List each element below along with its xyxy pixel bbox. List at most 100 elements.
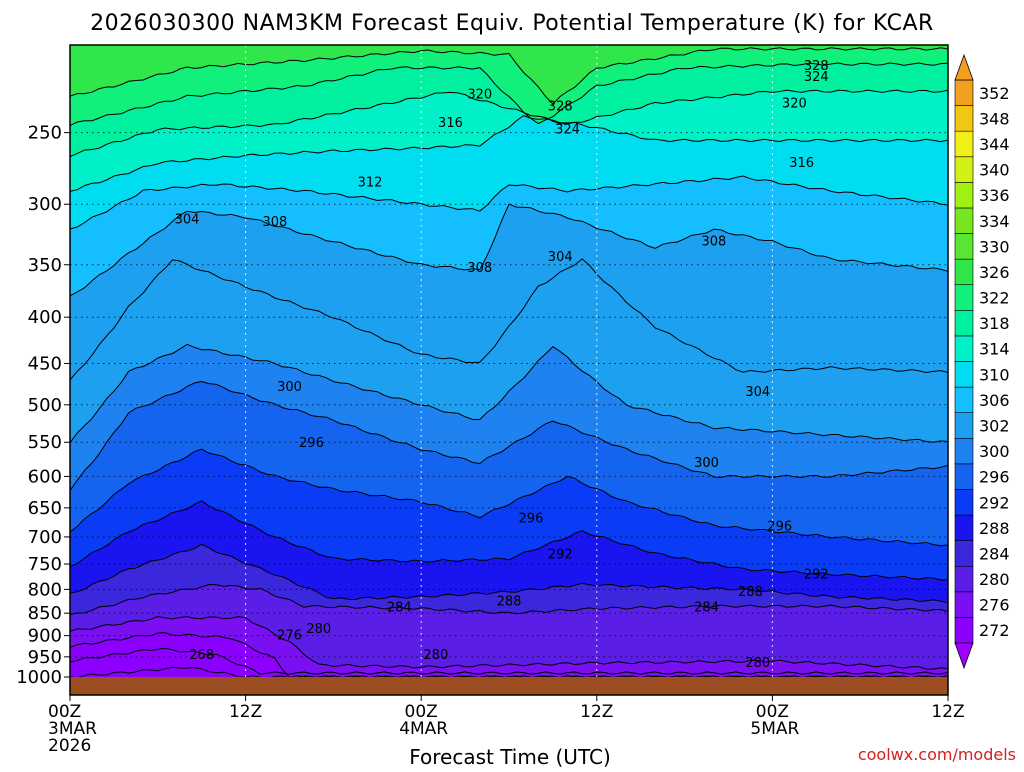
colorbar-swatch <box>954 463 974 490</box>
contour-label: 312 <box>358 176 383 191</box>
colorbar-label: 348 <box>979 109 1010 128</box>
contour-label: 304 <box>548 250 573 265</box>
y-tick-label: 850 <box>28 603 62 624</box>
contour-label: 320 <box>467 88 492 103</box>
contour-label: 308 <box>262 215 287 230</box>
contour-284 <box>70 583 948 616</box>
contour-label: 316 <box>438 116 463 131</box>
colorbar: 272 276 280 284 288 292 296 300 302 306 310 314 318 3… <box>954 53 1010 670</box>
contour-300 <box>70 380 948 491</box>
contour-296 <box>70 448 948 547</box>
contour-labels: 268 276 280 280 280 284 284 288 288 292 292 296 296 2… <box>175 59 829 671</box>
y-tick-label: 600 <box>28 466 62 487</box>
colorbar-label: 334 <box>979 212 1010 231</box>
y-tick-label: 700 <box>28 527 62 548</box>
y-tick-label: 750 <box>28 554 62 575</box>
theta-e-contours <box>70 47 948 677</box>
contour-label: 276 <box>277 629 302 644</box>
y-tick-label: 550 <box>28 432 62 453</box>
contour-288 <box>70 543 948 604</box>
colorbar-swatch <box>954 514 974 541</box>
colorbar-label: 336 <box>979 186 1010 205</box>
contour-label: 324 <box>555 122 580 137</box>
colorbar-swatch <box>954 284 974 311</box>
colorbar-swatch <box>954 310 974 337</box>
colorbar-label: 310 <box>979 365 1010 384</box>
colorbar-label: 344 <box>979 135 1010 154</box>
contour-272 <box>70 647 948 675</box>
x-tick-label: 4MAR <box>399 719 448 739</box>
contour-label: 328 <box>804 59 829 74</box>
colorbar-swatch <box>954 489 974 516</box>
y-tick-label: 1000 <box>16 667 62 688</box>
contour-324 <box>70 62 948 126</box>
colorbar-swatch <box>954 617 974 644</box>
x-axis-label: Forecast Time (UTC) <box>409 745 611 768</box>
contour-308 <box>70 203 948 297</box>
contour-label: 284 <box>387 601 412 616</box>
colorbar-swatch <box>954 565 974 593</box>
contour-280 <box>70 616 948 670</box>
contour-label: 304 <box>745 385 770 400</box>
colorbar-label: 276 <box>979 596 1010 615</box>
colorbar-swatch <box>954 412 974 439</box>
y-tick-label: 900 <box>28 626 62 647</box>
colorbar-swatch <box>954 540 974 567</box>
colorbar-label: 284 <box>979 544 1010 563</box>
colorbar-label: 314 <box>979 340 1010 359</box>
colorbar-label: 288 <box>979 519 1010 538</box>
colorbar-swatch <box>954 182 974 209</box>
contour-320 <box>70 89 948 158</box>
theta-e-fill <box>70 45 948 677</box>
ground-strip <box>70 677 948 695</box>
colorbar-swatch <box>954 79 974 106</box>
x-tick-label: 2026 <box>48 736 91 756</box>
x-tick-label: 5MAR <box>750 719 799 739</box>
contour-292 <box>70 500 948 581</box>
contour-label: 296 <box>767 520 792 535</box>
colorbar-arrow-bottom <box>954 642 974 670</box>
colorbar-swatch <box>954 156 974 183</box>
colorbar-swatch <box>954 207 974 234</box>
colorbar-swatch <box>954 105 974 132</box>
contour-label: 304 <box>175 213 200 228</box>
x-tick-label: 12Z <box>931 702 964 722</box>
colorbar-swatch <box>954 591 974 618</box>
y-tick-label: 300 <box>28 194 62 215</box>
x-tick-label: 3MAR <box>48 719 97 739</box>
contour-268 <box>70 666 948 677</box>
chart-title: 2026030300 NAM3KM Forecast Equiv. Potent… <box>90 11 934 36</box>
colorbar-label: 280 <box>979 570 1010 589</box>
contour-label: 284 <box>694 601 719 616</box>
contour-label: 280 <box>306 622 331 637</box>
colorbar-label: 272 <box>979 621 1010 640</box>
y-tick-label: 950 <box>28 647 62 668</box>
colorbar-swatch <box>954 437 974 465</box>
colorbar-label: 300 <box>979 442 1010 461</box>
x-tick-label: 00Z <box>405 702 438 722</box>
plot-frame <box>69 44 949 696</box>
contour-label: 280 <box>423 648 448 663</box>
colorbar-swatch <box>954 233 974 260</box>
colorbar-swatch <box>954 361 974 388</box>
colorbar-label: 292 <box>979 493 1010 512</box>
y-axis: 2503003504004505005506006507007508008509… <box>16 123 70 688</box>
colorbar-label: 306 <box>979 391 1010 410</box>
contour-label: 320 <box>782 96 807 111</box>
colorbar-label: 326 <box>979 263 1010 282</box>
contour-label: 328 <box>548 100 573 115</box>
y-tick-label: 250 <box>28 123 62 144</box>
grid-lines <box>70 45 948 677</box>
colorbar-label: 330 <box>979 237 1010 256</box>
contour-label: 292 <box>804 567 829 582</box>
contour-label: 292 <box>548 547 573 562</box>
y-tick-label: 400 <box>28 307 62 328</box>
colorbar-label: 322 <box>979 289 1010 308</box>
contour-302 <box>70 343 948 444</box>
contour-label: 268 <box>189 648 214 663</box>
contour-label: 308 <box>467 261 492 276</box>
colorbar-label: 302 <box>979 416 1010 435</box>
y-tick-label: 450 <box>28 353 62 374</box>
